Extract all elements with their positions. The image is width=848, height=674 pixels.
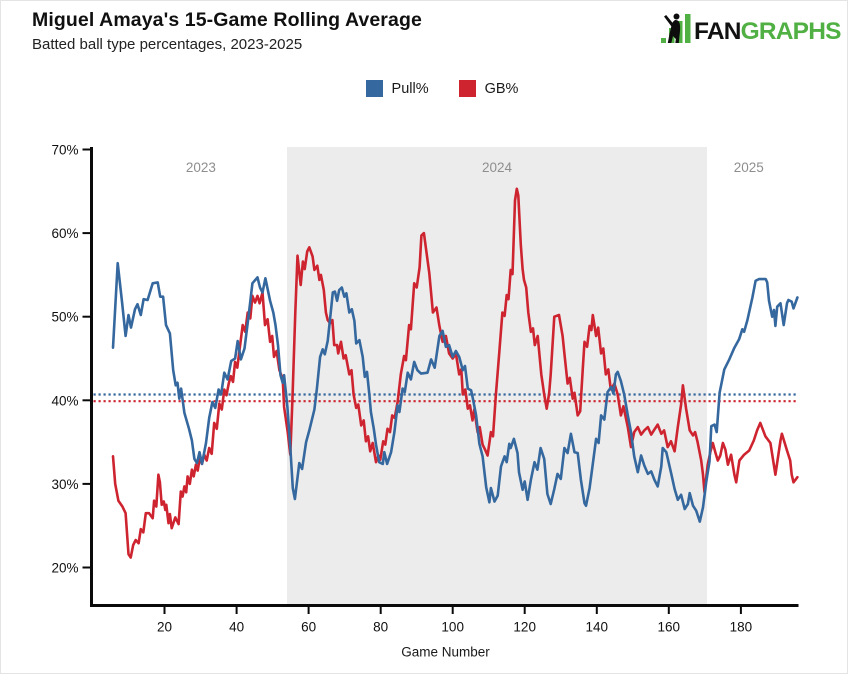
x-tick-label: 120 (513, 620, 536, 635)
page-subtitle: Batted ball type percentages, 2023-2025 (32, 36, 303, 53)
logo-text-fan: FAN (694, 18, 741, 45)
x-tick-label: 20 (157, 620, 172, 635)
y-tick-label: 60% (51, 226, 78, 241)
legend-label-gb: GB% (484, 80, 519, 97)
fangraphs-logo: FANGRAPHS (661, 13, 842, 45)
svg-text:FANGRAPHS: FANGRAPHS (694, 18, 841, 45)
x-tick-label: 140 (586, 620, 609, 635)
y-tick-label: 20% (51, 561, 78, 576)
pull-series-line (111, 261, 799, 523)
y-tick-label: 30% (51, 477, 78, 492)
logo-bar-icon (685, 14, 691, 43)
x-tick-label: 40 (229, 620, 244, 635)
x-axis-title: Game Number (401, 645, 490, 660)
pull-swatch-icon (365, 80, 383, 97)
logo-bar-icon (661, 38, 666, 43)
batter-silhouette-icon (664, 13, 681, 43)
legend-label-pull: Pull% (391, 80, 429, 97)
x-tick-label: 60 (301, 620, 316, 635)
x-tick-label: 100 (441, 620, 464, 635)
x-tick-label: 80 (373, 620, 388, 635)
y-tick-label: 70% (51, 143, 78, 158)
logo-text-graphs: GRAPHS (741, 18, 841, 45)
page-title: Miguel Amaya's 15-Game Rolling Average (32, 9, 422, 31)
gb-swatch-icon (458, 80, 476, 97)
x-tick-label: 180 (730, 620, 753, 635)
legend-item-gb: GB% (458, 80, 519, 97)
year-label-2023: 2023 (186, 160, 216, 175)
x-tick-label: 160 (658, 620, 681, 635)
y-tick-label: 40% (51, 393, 78, 408)
gb-series-line (111, 187, 799, 559)
y-tick-label: 50% (51, 310, 78, 325)
year-label-2025: 2025 (734, 160, 764, 175)
chart-legend: Pull% GB% (19, 80, 847, 97)
legend-item-pull: Pull% (365, 80, 429, 97)
year-label-2024: 2024 (482, 160, 513, 175)
